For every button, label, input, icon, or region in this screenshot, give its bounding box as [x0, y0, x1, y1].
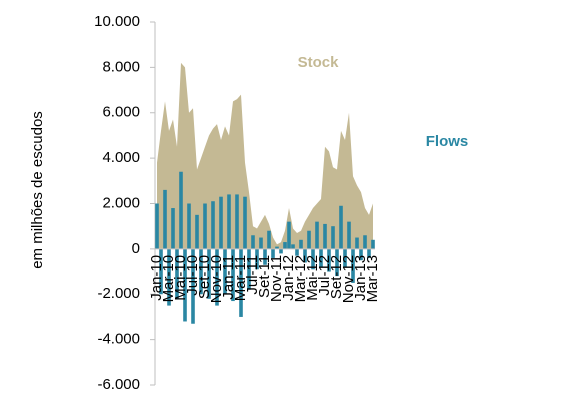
- flow-bar: [255, 248, 259, 270]
- flow-bar: [163, 189, 167, 249]
- flow-bar: [195, 214, 199, 249]
- x-tick-label: Mai-10: [172, 255, 189, 301]
- flow-bar: [215, 248, 219, 306]
- y-tick-label: 8.000: [102, 58, 140, 75]
- flow-bar: [287, 221, 291, 249]
- flow-bar: [355, 237, 359, 249]
- flow-bar: [211, 201, 215, 249]
- x-tick-label: Nov-12: [340, 255, 357, 303]
- x-tick-label: Mar-12: [292, 255, 309, 303]
- flow-bar: [311, 248, 315, 270]
- flow-bar: [347, 221, 351, 249]
- x-tick-label: Set-11: [256, 255, 273, 298]
- flow-bar: [267, 230, 271, 249]
- series-label: Stock: [298, 54, 340, 71]
- x-tick-label: Jul-12: [316, 255, 333, 296]
- flow-bar: [175, 248, 179, 299]
- flow-bar: [303, 248, 307, 263]
- flow-bar: [339, 205, 343, 249]
- y-tick-label: 0: [132, 240, 140, 257]
- y-tick-label: 4.000: [102, 149, 140, 166]
- x-tick-label: Jul-11: [244, 255, 261, 295]
- x-tick-label: Set-10: [196, 255, 213, 299]
- flow-bar: [371, 239, 375, 249]
- flow-bar: [279, 248, 283, 254]
- flow-bar: [331, 226, 335, 249]
- flow-bar: [199, 248, 203, 295]
- flow-bar: [219, 196, 223, 249]
- flow-bar: [327, 248, 331, 272]
- flow-bar: [207, 248, 211, 299]
- flow-bar: [315, 221, 319, 249]
- flow-bar: [299, 239, 303, 249]
- flow-bar: [307, 230, 311, 249]
- series-label: Flows: [426, 133, 469, 150]
- flow-bar: [203, 203, 207, 249]
- flow-bar: [263, 248, 267, 265]
- flow-bar: [323, 223, 327, 249]
- flow-bar: [351, 248, 355, 283]
- x-tick-label: Mai-12: [304, 255, 321, 301]
- flow-bar: [295, 248, 299, 256]
- flow-bar: [179, 171, 183, 249]
- flow-bar: [271, 248, 275, 258]
- y-axis-label: em milhões de escudos: [29, 111, 46, 269]
- x-tick-label: Jan-10: [148, 255, 165, 301]
- flow-bar: [319, 248, 323, 268]
- flow-bar: [363, 235, 367, 249]
- flow-bar: [227, 194, 231, 249]
- y-tick-label: 2.000: [102, 194, 140, 211]
- flow-bar: [187, 203, 191, 249]
- flow-bar: [275, 246, 279, 249]
- stock-area: [157, 62, 373, 249]
- flow-bar: [159, 248, 163, 295]
- flow-bar: [247, 248, 251, 290]
- x-tick-label: Nov-10: [208, 255, 225, 303]
- flow-bar: [243, 196, 247, 249]
- x-tick-label: Jan-13: [352, 255, 369, 301]
- flow-bar: [259, 237, 263, 249]
- x-tick-label: Mar-13: [364, 255, 381, 303]
- flow-bar: [183, 248, 187, 322]
- flow-bar: [283, 242, 287, 249]
- x-tick-label: Nov-11: [268, 255, 285, 302]
- y-tick-label: -2.000: [97, 285, 140, 302]
- x-tick-label: Set-12: [328, 255, 345, 299]
- flow-bar: [359, 248, 363, 261]
- x-tick-label: Jan-11: [220, 255, 237, 300]
- x-tick-label: Jan-12: [280, 255, 297, 301]
- y-tick-label: -6.000: [97, 376, 140, 393]
- y-tick-label: -4.000: [97, 331, 140, 348]
- flow-bar: [335, 248, 339, 277]
- x-tick-label: Mar-11: [232, 255, 249, 301]
- flow-bar: [191, 248, 195, 324]
- flow-bar: [223, 248, 227, 295]
- flow-bar: [155, 203, 159, 249]
- flow-bar: [251, 235, 255, 249]
- flow-bar: [167, 248, 171, 306]
- y-tick-label: 6.000: [102, 104, 140, 121]
- flow-bar: [231, 248, 235, 302]
- flow-bar: [367, 248, 371, 258]
- flow-bar: [343, 248, 347, 268]
- x-tick-label: Jul-10: [184, 255, 201, 296]
- flow-bar: [291, 244, 295, 249]
- flow-bar: [235, 194, 239, 249]
- y-tick-label: 10.000: [94, 13, 140, 30]
- flow-bar: [171, 208, 175, 249]
- flow-bar: [239, 248, 243, 317]
- x-tick-label: Mar-10: [160, 255, 177, 303]
